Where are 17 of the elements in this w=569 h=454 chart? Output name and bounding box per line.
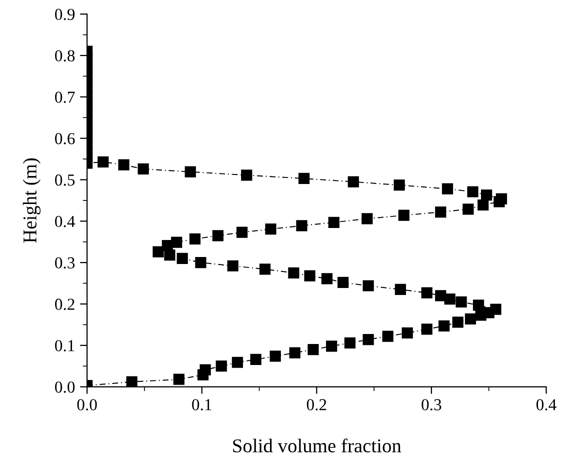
y-tick-label: 0.3	[55, 257, 75, 269]
y-tick-label: 0.4	[55, 216, 75, 228]
x-tick-label: 0.1	[192, 399, 212, 410]
x-tick-label: 0.3	[422, 399, 442, 410]
y-tick-label: 0.9	[55, 8, 75, 20]
y-axis-title: Height (m)	[22, 158, 41, 243]
x-tick-label: 0.4	[536, 399, 556, 410]
x-tick-label: 0.0	[77, 399, 97, 410]
x-axis-title: Solid volume fraction	[233, 438, 402, 452]
y-tick-label: 0.2	[55, 298, 74, 310]
x-tick-label: 0.2	[306, 399, 326, 410]
y-tick-label: 0.8	[55, 50, 75, 62]
y-tick-label: 0.0	[55, 382, 75, 393]
y-tick-label: 0.7	[55, 92, 75, 103]
y-tick-label: 0.5	[55, 174, 75, 186]
y-tick-label: 0.1	[55, 340, 74, 352]
y-tick-label: 0.6	[55, 133, 75, 144]
